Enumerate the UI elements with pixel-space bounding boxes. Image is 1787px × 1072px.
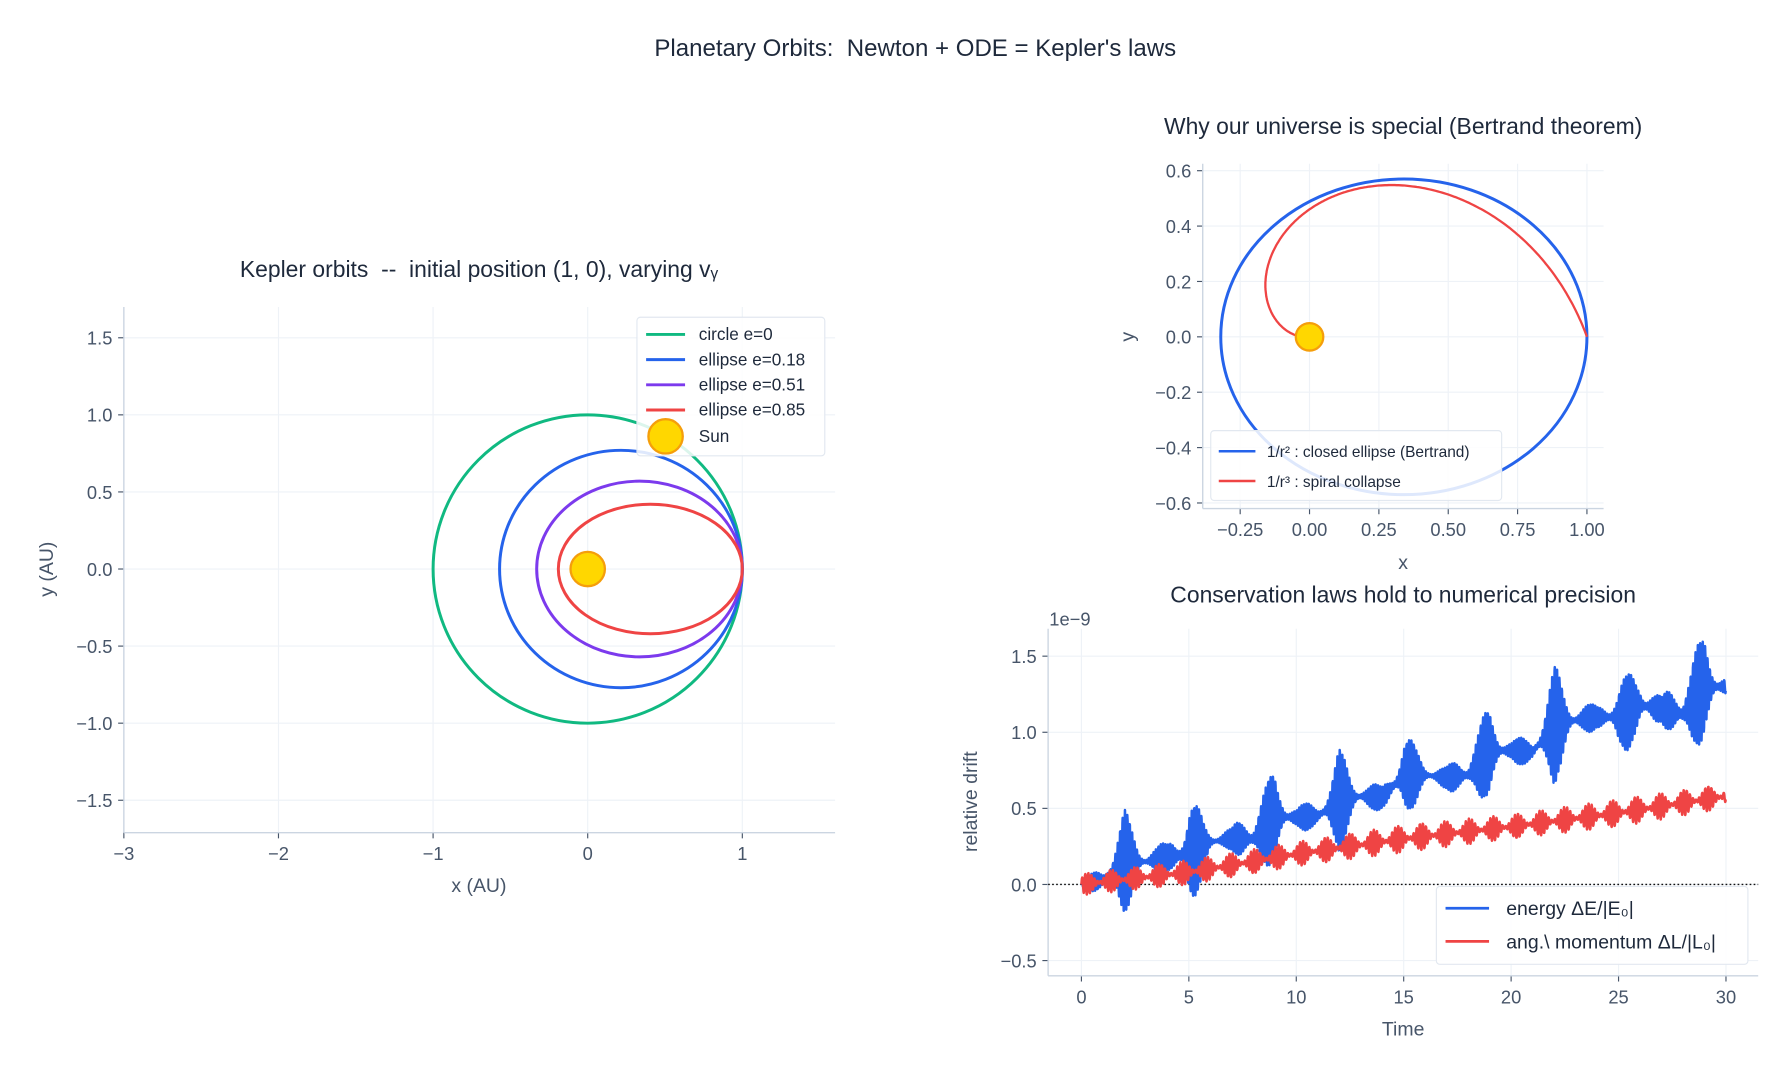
x-tick-label: −0.25 <box>1217 519 1263 540</box>
kepler-title: Kepler orbits -- initial position (1, 0)… <box>240 256 719 282</box>
y-tick-label: 0.2 <box>1166 271 1191 292</box>
y-tick-label: −0.5 <box>1001 950 1037 971</box>
legend-label: ang.\ momentum ΔL/|L₀| <box>1506 931 1716 953</box>
legend-label: 1/r² : closed ellipse (Bertrand) <box>1267 444 1470 461</box>
x-tick-label: 0.00 <box>1292 519 1328 540</box>
x-tick-label: 0.25 <box>1361 519 1397 540</box>
x-tick-label: 5 <box>1184 986 1194 1007</box>
axes: 0 5 10 15 20 25 30 −0.5 0.0 0.5 1.0 1.5 <box>1001 628 1759 1007</box>
x-tick-label: 25 <box>1608 986 1628 1007</box>
x-tick-label: 0.50 <box>1430 519 1466 540</box>
conservation-title: Conservation laws hold to numerical prec… <box>1170 581 1636 607</box>
y-tick-label: −0.2 <box>1155 382 1191 403</box>
offset-label: 1e−9 <box>1049 608 1090 629</box>
x-tick-label: 15 <box>1394 986 1414 1007</box>
x-tick-label: 20 <box>1501 986 1521 1007</box>
y-tick-label: 0.4 <box>1166 216 1191 237</box>
legend-box <box>1435 885 1749 965</box>
legend: 1/r² : closed ellipse (Bertrand) 1/r³ : s… <box>1210 430 1503 502</box>
conservation-panel: Conservation laws hold to numerical prec… <box>960 581 1759 1040</box>
spiral-collapse-orbit <box>1264 183 1589 339</box>
sun-marker <box>1294 321 1325 352</box>
y-tick-label: 0.5 <box>1011 798 1036 819</box>
y-tick-label: 0.5 <box>87 482 112 503</box>
y-tick-label: −1.0 <box>76 713 112 734</box>
legend-label: ellipse e=0.51 <box>699 375 805 395</box>
y-tick-label: −1.5 <box>76 790 112 811</box>
y-tick-label: 0.0 <box>87 559 112 580</box>
legend-label: ellipse e=0.85 <box>699 400 805 420</box>
y-tick-label: 0.0 <box>1011 874 1036 895</box>
bertrand-ylabel: y <box>1117 332 1139 342</box>
legend-box <box>1210 430 1503 502</box>
x-tick-label: 10 <box>1286 986 1306 1007</box>
angular-momentum-drift-line <box>1080 785 1727 896</box>
legend-label: 1/r³ : spiral collapse <box>1267 474 1401 491</box>
kepler-orbits-panel: Kepler orbits -- initial position (1, 0)… <box>36 256 836 897</box>
legend-sun-icon <box>647 418 684 455</box>
legend: energy ΔE/|E₀| ang.\ momentum ΔL/|L₀| <box>1435 885 1749 965</box>
legend: circle e=0 ellipse e=0.18 ellipse e=0.51 el… <box>636 316 826 457</box>
conservation-xlabel: Time <box>1382 1018 1425 1040</box>
figure-title: Planetary Orbits: Newton + ODE = Kepler'… <box>654 35 1176 62</box>
conservation-ylabel: relative drift <box>960 751 982 852</box>
x-tick-label: −2 <box>268 843 289 864</box>
sun-marker <box>569 550 607 588</box>
energy-drift-line <box>1080 640 1727 913</box>
legend-label: ellipse e=0.18 <box>699 349 805 369</box>
legend-box <box>636 316 826 457</box>
x-tick-label: 0 <box>1076 986 1086 1007</box>
legend-label: circle e=0 <box>699 324 773 344</box>
legend-label: Sun <box>699 426 730 446</box>
x-tick-label: −1 <box>423 843 444 864</box>
bertrand-panel: Why our universe is special (Bertrand th… <box>1117 113 1642 574</box>
y-tick-label: 1.5 <box>1011 646 1036 667</box>
x-tick-label: −3 <box>113 843 134 864</box>
x-tick-label: 0.75 <box>1500 519 1536 540</box>
y-tick-label: 1.0 <box>87 405 112 426</box>
kepler-xlabel: x (AU) <box>451 875 506 897</box>
bertrand-title: Why our universe is special (Bertrand th… <box>1164 113 1642 139</box>
y-tick-label: 0.0 <box>1166 327 1191 348</box>
y-tick-label: −0.6 <box>1155 493 1191 514</box>
bertrand-xlabel: x <box>1398 552 1408 574</box>
kepler-ylabel: y (AU) <box>36 542 58 597</box>
x-tick-label: 1 <box>737 843 747 864</box>
y-tick-label: 0.6 <box>1166 161 1191 182</box>
x-tick-label: 0 <box>583 843 593 864</box>
y-tick-label: −0.4 <box>1155 437 1191 458</box>
y-tick-label: −0.5 <box>76 636 112 657</box>
x-tick-label: 30 <box>1716 986 1736 1007</box>
orbit-ellipse-e-0-85 <box>556 502 744 636</box>
legend-label: energy ΔE/|E₀| <box>1506 898 1634 920</box>
y-tick-label: 1.5 <box>87 328 112 349</box>
y-tick-label: 1.0 <box>1011 722 1036 743</box>
x-tick-label: 1.00 <box>1569 519 1605 540</box>
